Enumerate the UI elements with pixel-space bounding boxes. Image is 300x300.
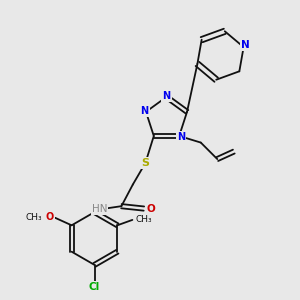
Text: CH₃: CH₃ [26,213,42,222]
Text: O: O [46,212,54,222]
Text: CH₃: CH₃ [136,215,152,224]
Text: N: N [241,40,250,50]
Text: N: N [177,132,185,142]
Text: N: N [162,91,171,101]
Text: HN: HN [92,204,107,214]
Text: S: S [141,158,149,168]
Text: Cl: Cl [89,282,100,292]
Text: O: O [146,204,155,214]
Text: N: N [140,106,148,116]
